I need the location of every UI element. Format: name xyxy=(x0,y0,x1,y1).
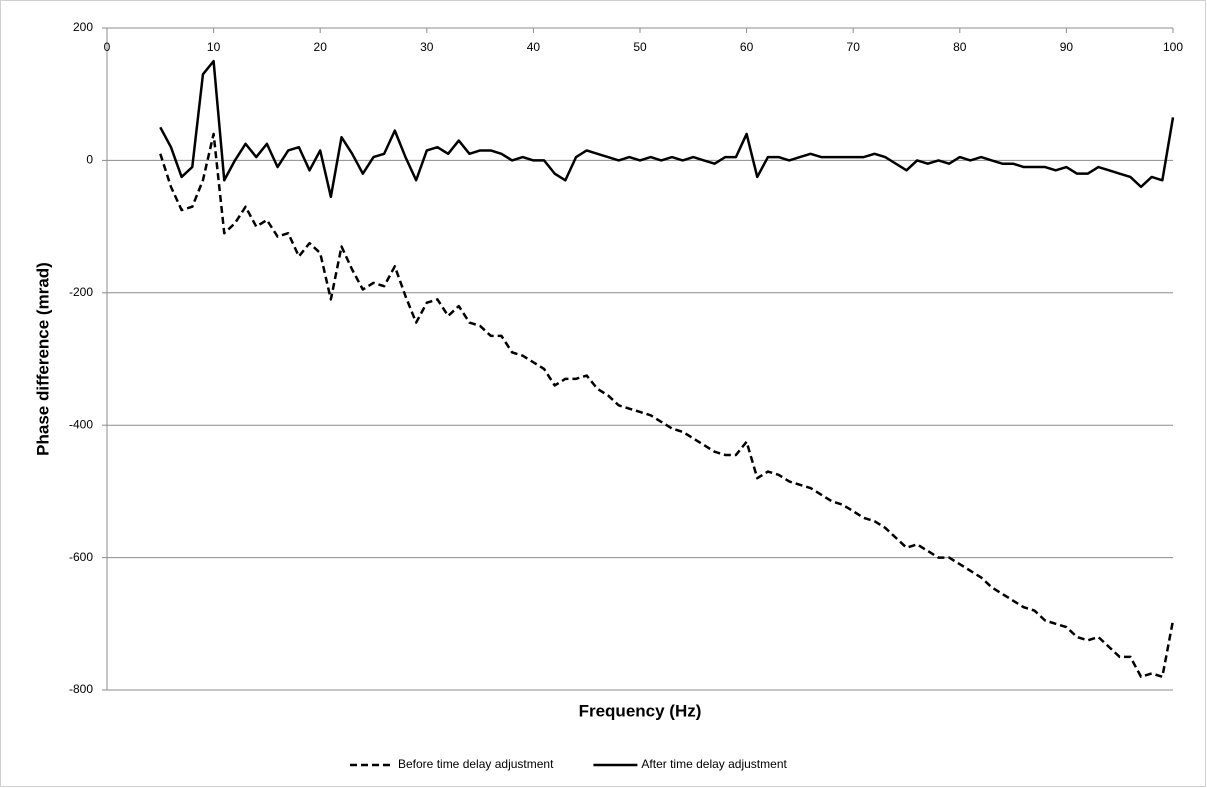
data-line xyxy=(159,132,1175,679)
x-tick-label: 10 xyxy=(207,40,221,54)
y-tick-label: -800 xyxy=(69,682,93,696)
x-tick-label: 20 xyxy=(314,40,328,54)
x-tick-label: 100 xyxy=(1163,40,1183,54)
x-tick-label: 60 xyxy=(740,40,754,54)
x-tick-label: 30 xyxy=(420,40,434,54)
y-tick-label: 0 xyxy=(86,153,93,167)
legend-label: After time delay adjustment xyxy=(641,757,787,771)
x-tick-label: 70 xyxy=(847,40,861,54)
data-line xyxy=(159,59,1175,199)
x-tick-label: 0 xyxy=(104,40,111,54)
y-tick-label: -200 xyxy=(69,285,93,299)
y-tick-label: -400 xyxy=(69,417,93,431)
x-tick-label: 80 xyxy=(953,40,967,54)
x-tick-label: 50 xyxy=(633,40,647,54)
x-tick-label: 40 xyxy=(527,40,541,54)
x-axis-title: Frequency (Hz) xyxy=(579,701,702,720)
legend-label: Before time delay adjustment xyxy=(398,757,554,771)
x-tick-label: 90 xyxy=(1060,40,1074,54)
y-axis-title: Phase difference (mrad) xyxy=(33,262,52,456)
y-tick-label: 200 xyxy=(73,20,93,34)
y-tick-label: -600 xyxy=(69,550,93,564)
